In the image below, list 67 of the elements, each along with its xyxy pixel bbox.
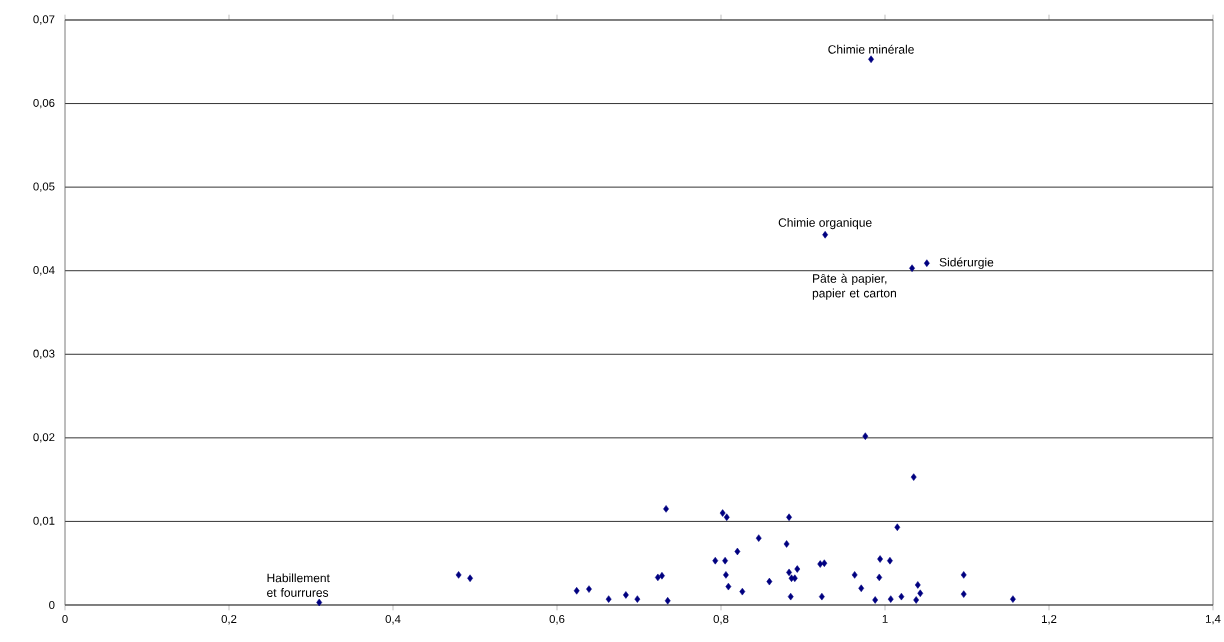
x-tick-label: 1,2	[1041, 615, 1057, 625]
annotation: Pâte à papier, papier et carton	[812, 273, 896, 300]
point	[960, 590, 967, 598]
point	[467, 574, 473, 582]
point	[914, 581, 921, 589]
point	[909, 264, 915, 272]
point	[316, 598, 323, 607]
point	[659, 572, 665, 580]
point	[851, 571, 858, 579]
point	[734, 547, 741, 556]
point	[818, 592, 825, 601]
annotation: Chimie organique	[778, 217, 872, 230]
point	[712, 556, 719, 565]
point	[917, 589, 924, 598]
point	[868, 55, 874, 63]
point	[573, 587, 580, 595]
y-tick-label: 0,01	[33, 516, 55, 527]
point	[663, 505, 669, 513]
point	[723, 513, 730, 521]
point	[605, 595, 612, 603]
y-tick-label: 0,05	[33, 182, 55, 192]
y-tick-label: 0,07	[33, 15, 55, 25]
point	[794, 565, 801, 573]
point	[719, 509, 726, 517]
point	[822, 231, 829, 239]
y-tick-label: 0	[49, 600, 55, 609]
point	[623, 591, 629, 599]
point	[877, 555, 883, 563]
point	[898, 592, 905, 601]
point	[787, 592, 794, 601]
point	[739, 587, 746, 596]
point	[783, 540, 790, 548]
x-tick-label: 0	[62, 615, 68, 624]
point	[887, 595, 894, 603]
annotation: Sidérurgie	[939, 257, 994, 269]
point	[923, 259, 930, 267]
point	[821, 559, 828, 567]
y-tick-label: 0,03	[33, 349, 55, 359]
point	[786, 513, 792, 521]
y-tick-label: 0,02	[33, 433, 55, 443]
y-tick-label: 0,04	[33, 266, 55, 276]
point	[872, 596, 879, 604]
annotation: Habillement et fourrures	[267, 573, 330, 597]
point	[664, 597, 671, 605]
x-tick-label: 0,2	[221, 615, 237, 625]
point	[766, 577, 773, 586]
x-tick-label: 0,4	[385, 615, 401, 625]
point	[876, 573, 883, 582]
point	[913, 596, 920, 604]
point	[862, 432, 869, 440]
point	[725, 582, 732, 591]
point	[634, 595, 641, 603]
point	[723, 571, 729, 579]
x-tick-label: 0,8	[713, 615, 729, 625]
point	[1010, 595, 1016, 603]
point	[755, 534, 762, 542]
point	[960, 571, 967, 579]
annotation: Chimie minérale	[828, 44, 914, 54]
point	[858, 584, 865, 593]
x-tick-label: 0,6	[549, 615, 565, 625]
point	[586, 585, 592, 593]
point	[910, 473, 917, 481]
y-tick-label: 0,06	[33, 98, 55, 109]
point	[455, 571, 462, 579]
x-tick-label: 1	[882, 615, 888, 623]
x-tick-label: 1,4	[1205, 615, 1221, 625]
point	[894, 523, 901, 531]
